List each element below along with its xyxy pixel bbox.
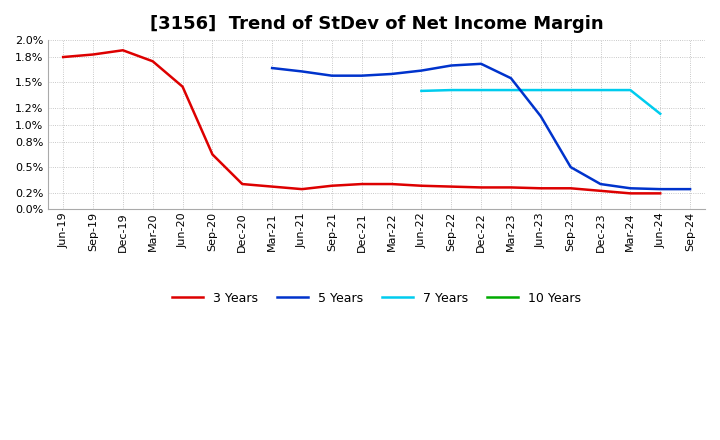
7 Years bbox=[656, 111, 665, 117]
3 Years bbox=[387, 181, 396, 187]
3 Years bbox=[179, 84, 187, 89]
5 Years bbox=[387, 71, 396, 77]
3 Years bbox=[507, 185, 516, 190]
7 Years bbox=[567, 88, 575, 93]
5 Years bbox=[596, 181, 605, 187]
Legend: 3 Years, 5 Years, 7 Years, 10 Years: 3 Years, 5 Years, 7 Years, 10 Years bbox=[167, 287, 586, 310]
Title: [3156]  Trend of StDev of Net Income Margin: [3156] Trend of StDev of Net Income Marg… bbox=[150, 15, 603, 33]
3 Years bbox=[656, 191, 665, 196]
3 Years bbox=[626, 191, 635, 196]
5 Years bbox=[626, 186, 635, 191]
5 Years bbox=[297, 69, 306, 74]
3 Years bbox=[328, 183, 336, 188]
3 Years bbox=[238, 181, 246, 187]
5 Years bbox=[685, 187, 694, 192]
7 Years bbox=[596, 88, 605, 93]
3 Years bbox=[119, 48, 127, 53]
5 Years bbox=[507, 76, 516, 81]
7 Years bbox=[417, 88, 426, 94]
5 Years bbox=[477, 61, 485, 66]
Line: 7 Years: 7 Years bbox=[421, 90, 660, 114]
5 Years bbox=[268, 66, 276, 71]
7 Years bbox=[536, 88, 545, 93]
5 Years bbox=[417, 68, 426, 73]
3 Years bbox=[596, 188, 605, 194]
7 Years bbox=[507, 88, 516, 93]
Line: 5 Years: 5 Years bbox=[272, 64, 690, 189]
3 Years bbox=[477, 185, 485, 190]
5 Years bbox=[567, 165, 575, 170]
3 Years bbox=[297, 187, 306, 192]
3 Years bbox=[567, 186, 575, 191]
5 Years bbox=[328, 73, 336, 78]
3 Years bbox=[268, 184, 276, 189]
5 Years bbox=[656, 187, 665, 192]
5 Years bbox=[536, 114, 545, 119]
3 Years bbox=[148, 59, 157, 64]
3 Years bbox=[208, 152, 217, 157]
5 Years bbox=[357, 73, 366, 78]
7 Years bbox=[626, 88, 635, 93]
3 Years bbox=[357, 181, 366, 187]
3 Years bbox=[536, 186, 545, 191]
7 Years bbox=[477, 88, 485, 93]
5 Years bbox=[447, 63, 456, 68]
3 Years bbox=[59, 55, 68, 60]
3 Years bbox=[417, 183, 426, 188]
3 Years bbox=[89, 52, 97, 57]
3 Years bbox=[447, 184, 456, 189]
Line: 3 Years: 3 Years bbox=[63, 50, 660, 193]
7 Years bbox=[447, 88, 456, 93]
